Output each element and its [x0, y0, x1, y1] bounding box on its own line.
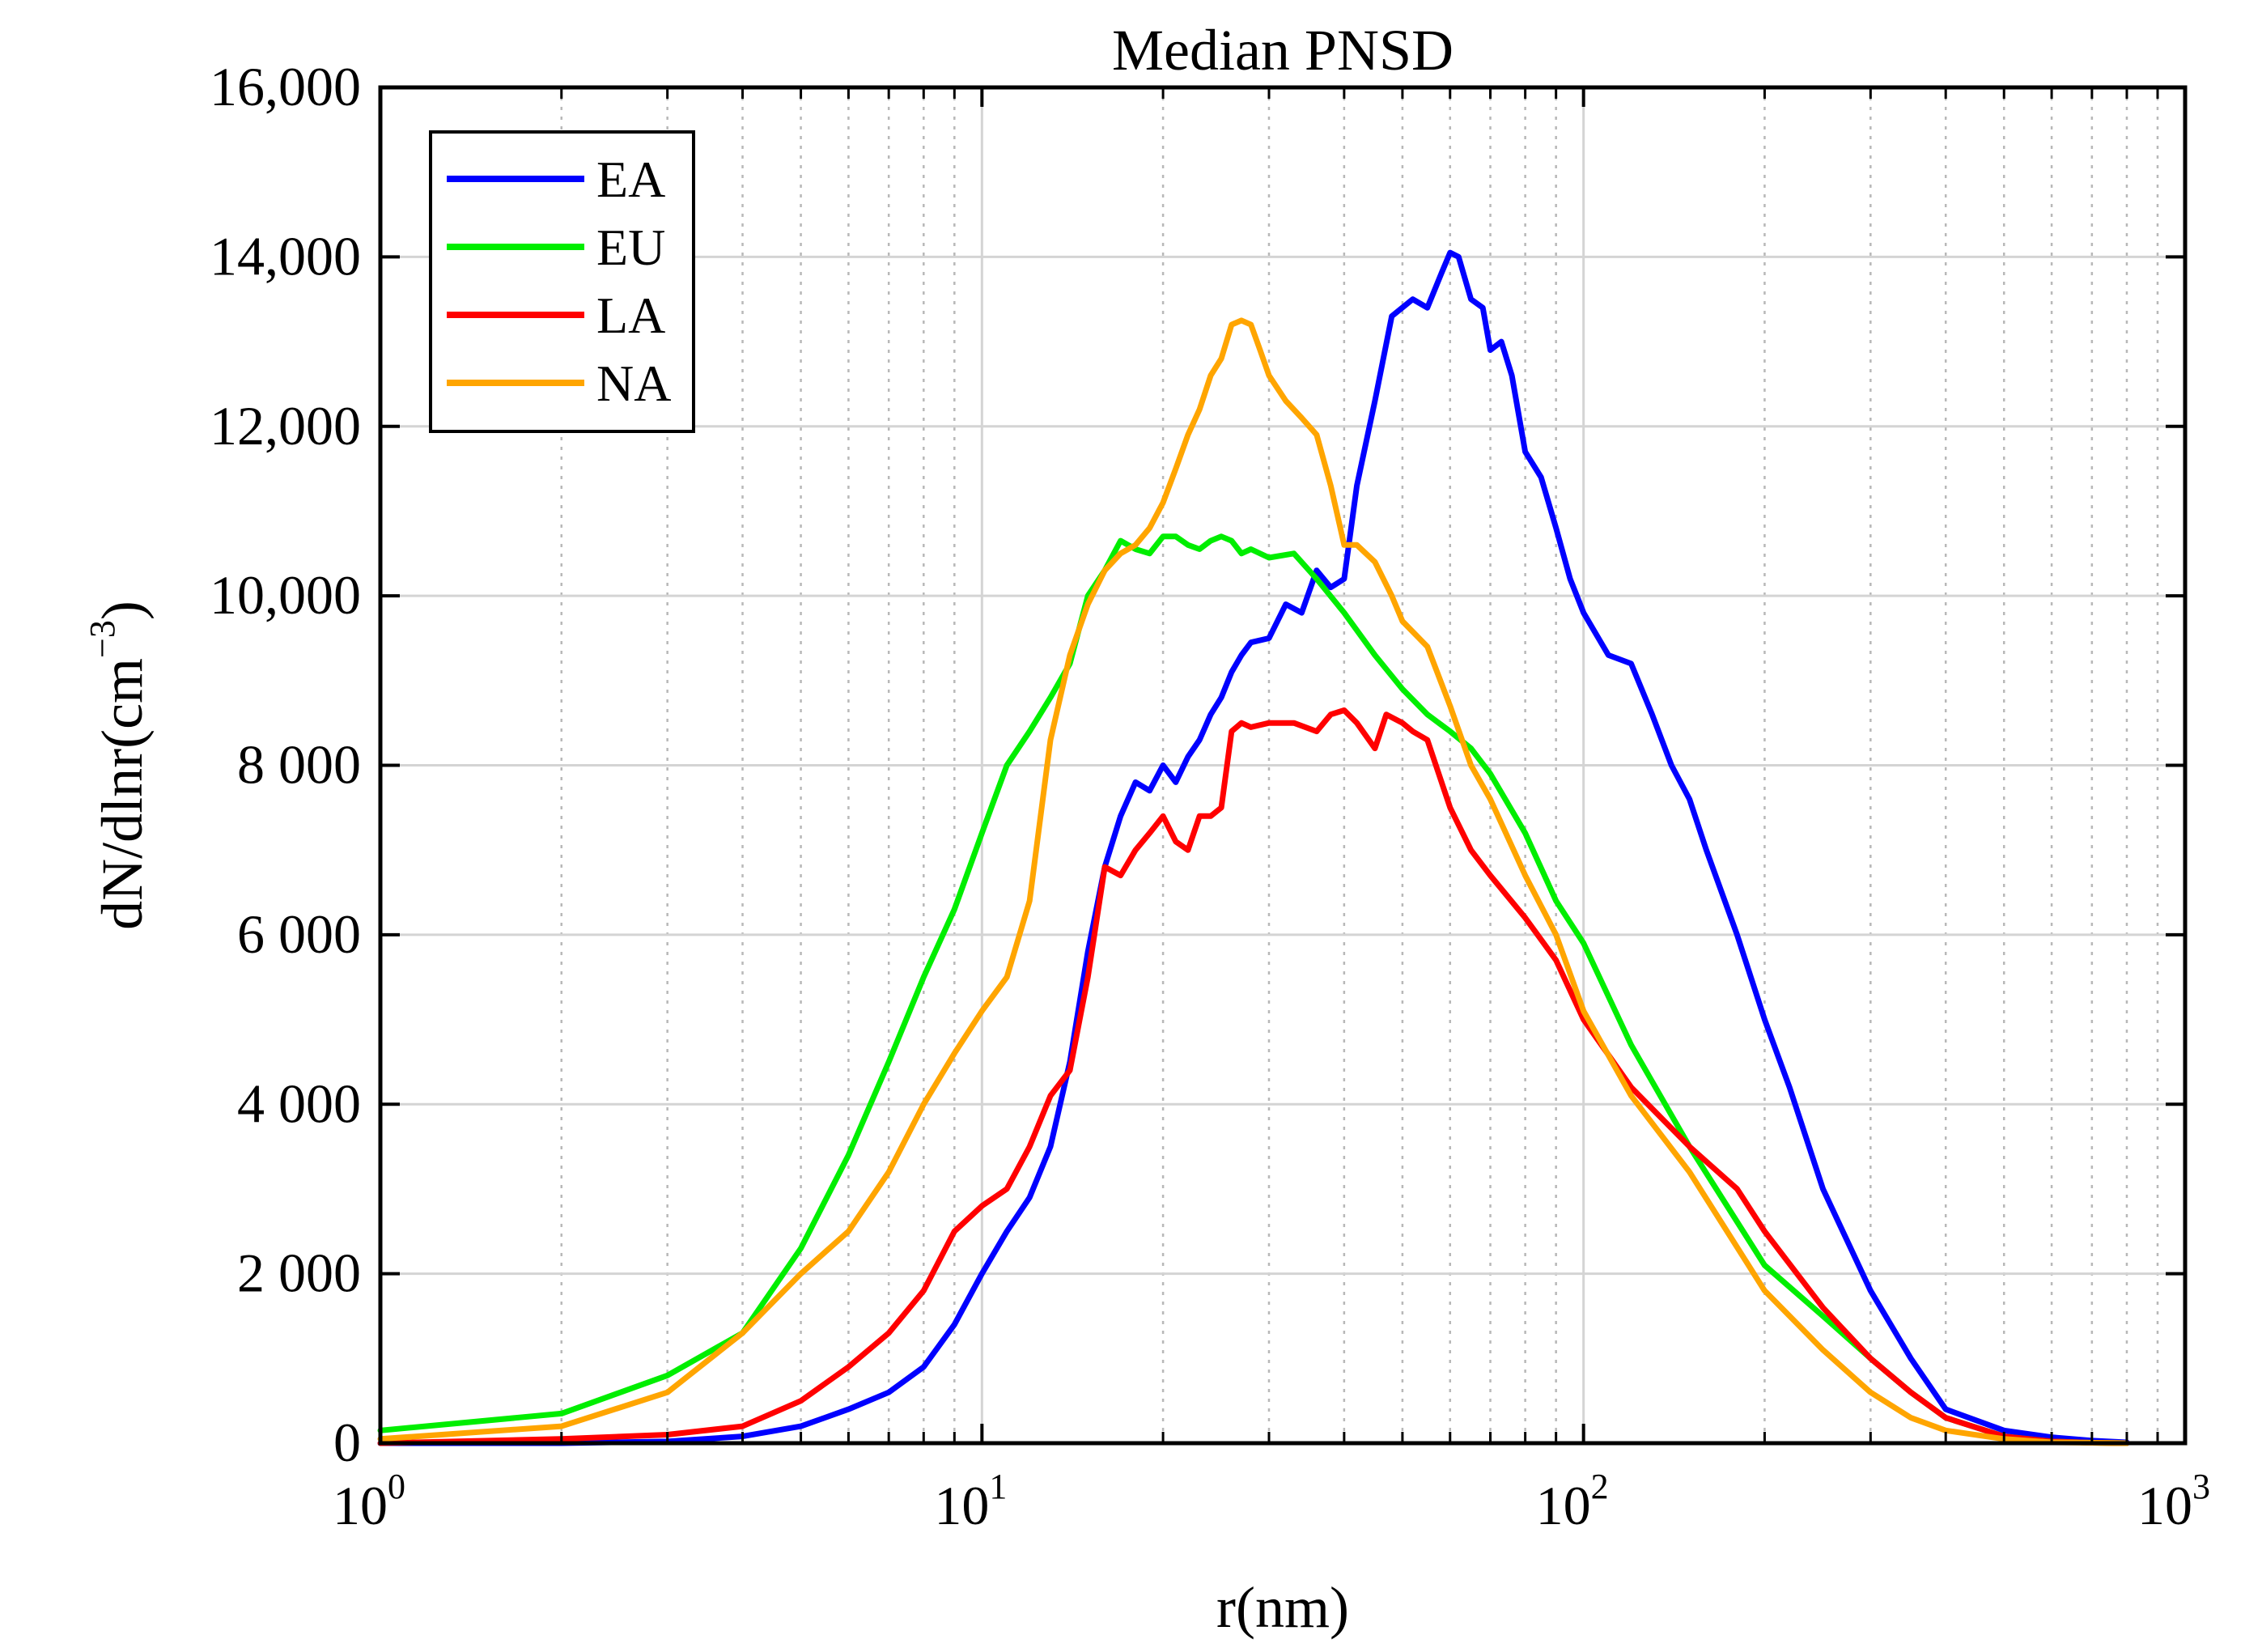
y-tick-label: 14,000 — [210, 225, 361, 287]
y-tick-label: 16,000 — [210, 56, 361, 117]
x-axis-label: r(nm) — [1216, 1575, 1349, 1640]
legend: EA EU LA NA — [429, 130, 695, 433]
series-line-na — [377, 317, 2130, 1446]
y-axis-label: dN/dlnr(cm−3) — [83, 601, 155, 930]
x-tick-label: 100 — [333, 1467, 405, 1536]
y-tick-label: 2 000 — [237, 1242, 361, 1304]
legend-label-eu: EU — [596, 219, 665, 276]
y-tick-label: 4 000 — [237, 1072, 361, 1134]
x-tick-label-base: 10 — [1536, 1475, 1591, 1536]
y-tick-label: 6 000 — [237, 903, 361, 965]
x-tick-label-base: 10 — [934, 1475, 989, 1536]
y-tick-label: 8 000 — [237, 734, 361, 796]
x-tick-label: 103 — [2137, 1467, 2210, 1536]
legend-label-na: NA — [596, 355, 671, 412]
series-lines — [377, 249, 2130, 1446]
series-line-eu — [377, 533, 2130, 1446]
x-tick-label: 101 — [934, 1467, 1007, 1536]
legend-label-la: LA — [596, 287, 665, 344]
y-tick-label: 12,000 — [210, 395, 361, 457]
y-tick-label: 10,000 — [210, 564, 361, 626]
x-tick-label-exponent: 1 — [989, 1467, 1007, 1506]
y-axis-label-close: ) — [90, 601, 155, 620]
series-line-la — [377, 707, 2130, 1446]
series-line-ea — [377, 249, 2130, 1446]
x-tick-label-base: 10 — [333, 1475, 388, 1536]
x-tick-label-exponent: 2 — [1591, 1467, 1609, 1506]
y-axis-label-superscript: −3 — [83, 620, 122, 658]
chart-title: Median PNSD — [1112, 18, 1454, 83]
y-axis-label-main: dN/dlnr(cm — [90, 658, 155, 930]
x-tick-label-base: 10 — [2137, 1475, 2192, 1536]
legend-label-ea: EA — [596, 151, 665, 208]
x-tick-label: 102 — [1536, 1467, 1609, 1536]
x-tick-label-exponent: 0 — [388, 1467, 405, 1506]
y-tick-label: 0 — [333, 1412, 361, 1473]
x-tick-label-exponent: 3 — [2192, 1467, 2210, 1506]
